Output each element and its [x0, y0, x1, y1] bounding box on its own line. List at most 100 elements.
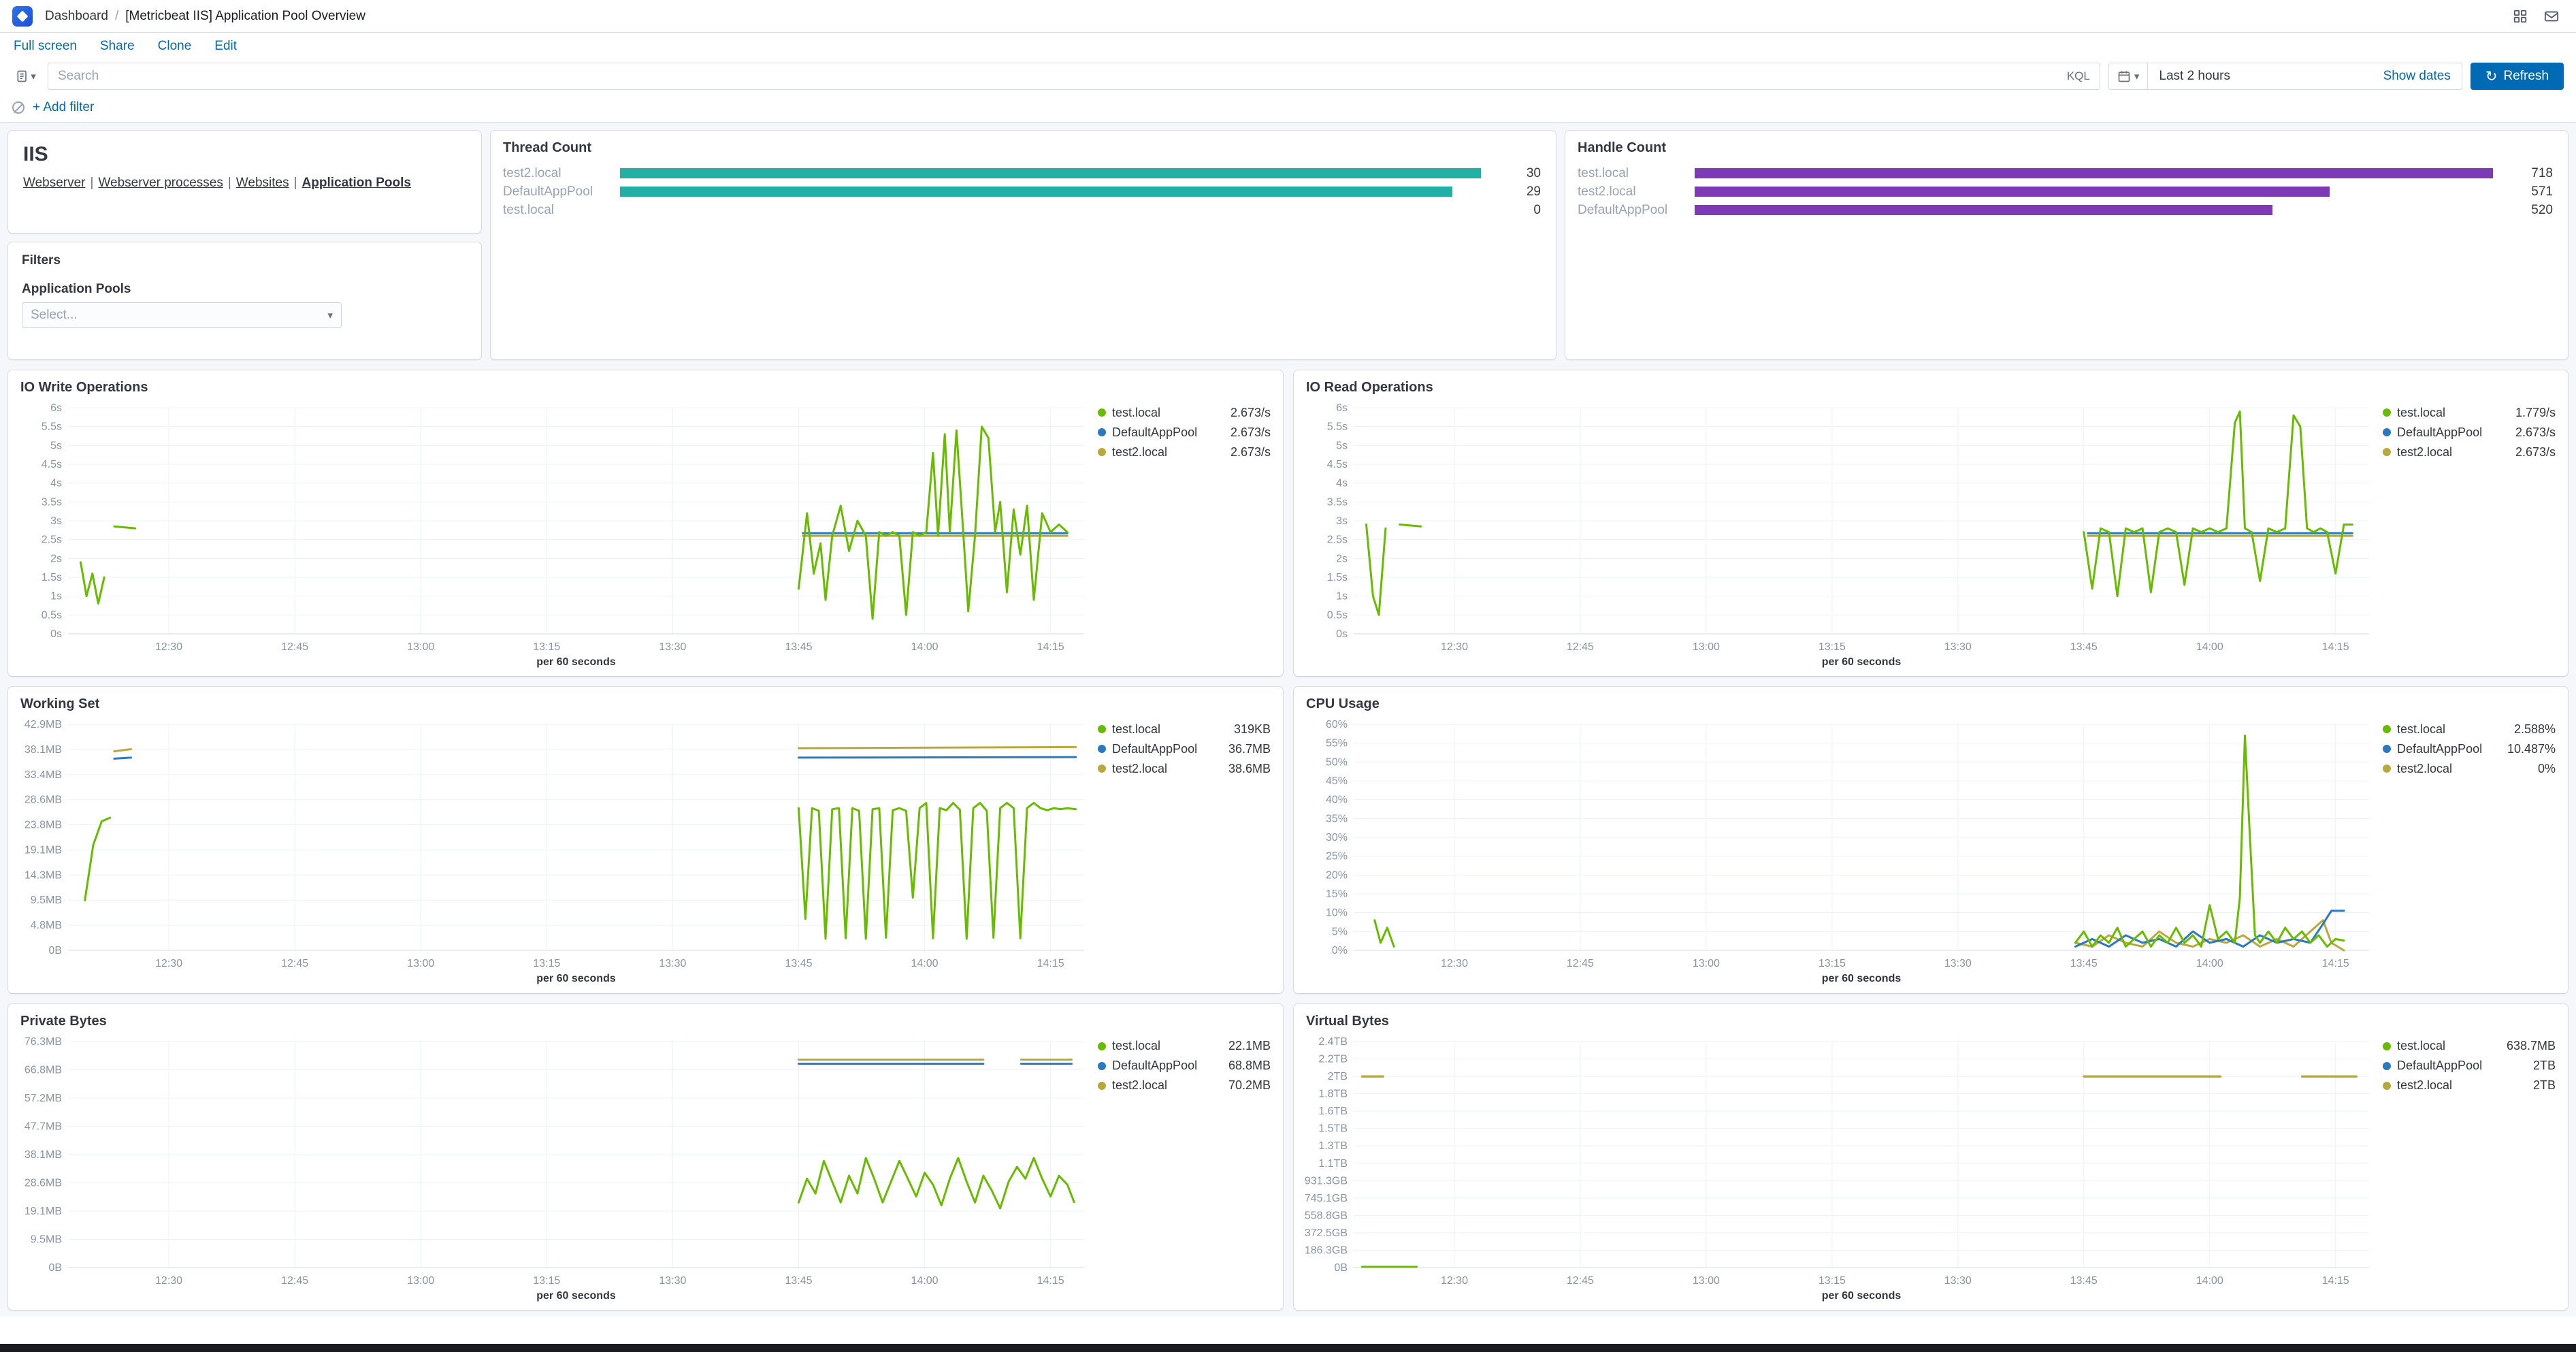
- legend-series-value: 10.487%: [2507, 741, 2556, 756]
- svg-text:1.3TB: 1.3TB: [1318, 1140, 1348, 1152]
- legend-item[interactable]: test2.local 2.673/s: [2383, 443, 2556, 461]
- svg-text:50%: 50%: [1326, 757, 1348, 769]
- bottom-strip: [0, 1344, 2576, 1352]
- legend-item[interactable]: test.local 22.1MB: [1098, 1037, 1271, 1055]
- chart-legend: test.local 638.7MB DefaultAppPool 2TB test2.…: [2376, 1033, 2561, 1304]
- mail-icon[interactable]: [2539, 4, 2564, 29]
- elastic-logo[interactable]: [12, 5, 33, 27]
- bar-row[interactable]: test.local 718: [1578, 164, 2553, 182]
- legend-item[interactable]: test.local 319KB: [1098, 720, 1271, 738]
- link-websites[interactable]: Websites: [235, 176, 289, 190]
- legend-item[interactable]: test.local 2.588%: [2383, 720, 2556, 738]
- legend-item[interactable]: test2.local 2TB: [2383, 1077, 2556, 1095]
- svg-text:4.5s: 4.5s: [1327, 459, 1348, 470]
- legend-series-name: DefaultAppPool: [1112, 1059, 1198, 1073]
- legend-item[interactable]: DefaultAppPool 2.673/s: [1098, 423, 1271, 441]
- series-line-test.local: [1399, 524, 1422, 528]
- bar-category-label: DefaultAppPool: [1578, 202, 1668, 217]
- svg-text:6s: 6s: [1336, 402, 1348, 414]
- bar-row[interactable]: test2.local 571: [1578, 182, 2553, 201]
- kql-button[interactable]: KQL: [2066, 69, 2090, 82]
- share-button[interactable]: Share: [99, 39, 135, 53]
- link-webserver-processes[interactable]: Webserver processes: [98, 176, 223, 190]
- add-filter-button[interactable]: + Add filter: [33, 99, 95, 114]
- line-chart-svg: 6s 5.5s 5s 4.5s 4s 3.5s 3s 2.5s 2s 1.5s 1s 0.5s 0s 12…: [1327, 402, 2369, 668]
- svg-text:5.5s: 5.5s: [1327, 421, 1348, 433]
- legend-item[interactable]: test.local 2.673/s: [1098, 404, 1271, 421]
- dashboard-row-3: Working Set 42.9MB 38.1MB 33.4MB 28.6MB 23.8…: [8, 687, 2568, 993]
- legend-series-name: DefaultAppPool: [2397, 741, 2483, 756]
- bar-row[interactable]: test.local 0: [503, 201, 1541, 219]
- svg-text:558.8GB: 558.8GB: [1305, 1210, 1348, 1221]
- legend-item[interactable]: test.local 1.779/s: [2383, 404, 2556, 421]
- legend-dot-icon: [2383, 1081, 2391, 1090]
- series-line-test.local: [80, 561, 105, 605]
- bar-fill: [620, 168, 1481, 178]
- bar-category-label: test.local: [503, 202, 554, 217]
- legend-dot-icon: [2383, 428, 2391, 436]
- svg-text:12:45: 12:45: [281, 641, 308, 653]
- legend-item[interactable]: DefaultAppPool 2.673/s: [2383, 423, 2556, 441]
- application-pools-select[interactable]: Select... ▾: [22, 302, 342, 328]
- legend-item[interactable]: test.local 638.7MB: [2383, 1037, 2556, 1055]
- panel-title: IO Write Operations: [20, 380, 148, 395]
- svg-text:60%: 60%: [1326, 719, 1348, 730]
- svg-text:42.9MB: 42.9MB: [25, 719, 62, 730]
- full-screen-button[interactable]: Full screen: [14, 39, 77, 53]
- legend-dot-icon: [1098, 745, 1106, 754]
- legend-series-name: DefaultAppPool: [1112, 425, 1198, 439]
- bar-track: [620, 187, 1481, 197]
- filter-options-icon[interactable]: [12, 101, 25, 114]
- time-range-label[interactable]: Last 2 hours: [2159, 69, 2230, 83]
- chart-legend: test.local 2.673/s DefaultAppPool 2.673/s te…: [1091, 400, 1276, 671]
- legend-item[interactable]: DefaultAppPool 36.7MB: [1098, 740, 1271, 758]
- panel-title: Thread Count: [503, 140, 591, 155]
- svg-text:1.5s: 1.5s: [42, 572, 62, 583]
- chart-legend: test.local 2.588% DefaultAppPool 10.487% tes…: [2376, 716, 2561, 987]
- svg-text:0.5s: 0.5s: [1327, 609, 1348, 621]
- svg-text:13:00: 13:00: [407, 958, 434, 969]
- legend-item[interactable]: test2.local 70.2MB: [1098, 1077, 1271, 1095]
- calendar-icon: [2118, 71, 2130, 82]
- legend-series-name: test.local: [1112, 405, 1161, 419]
- svg-text:per 60 seconds: per 60 seconds: [536, 1290, 616, 1302]
- legend-item[interactable]: DefaultAppPool 68.8MB: [1098, 1057, 1271, 1075]
- svg-text:2TB: 2TB: [1328, 1071, 1348, 1082]
- link-webserver[interactable]: Webserver: [23, 176, 86, 190]
- legend-series-name: DefaultAppPool: [2397, 1059, 2483, 1073]
- svg-text:0B: 0B: [48, 1262, 62, 1274]
- svg-text:19.1MB: 19.1MB: [25, 845, 62, 856]
- legend-dot-icon: [2383, 764, 2391, 773]
- clone-button[interactable]: Clone: [157, 39, 192, 53]
- breadcrumb[interactable]: Dashboard: [45, 8, 108, 23]
- bar-row[interactable]: test2.local 30: [503, 164, 1541, 182]
- legend-item[interactable]: DefaultAppPool 10.487%: [2383, 740, 2556, 758]
- edit-button[interactable]: Edit: [214, 39, 238, 53]
- legend-item[interactable]: DefaultAppPool 2TB: [2383, 1057, 2556, 1075]
- series-line-test.local: [113, 525, 137, 530]
- legend-item[interactable]: test2.local 0%: [2383, 760, 2556, 777]
- chart-legend: test.local 1.779/s DefaultAppPool 2.673/s te…: [2376, 400, 2561, 671]
- series-line-DefaultAppPool: [798, 756, 1077, 759]
- search-input[interactable]: [58, 69, 2060, 84]
- legend-item[interactable]: test2.local 38.6MB: [1098, 760, 1271, 777]
- apps-icon[interactable]: [2508, 4, 2532, 29]
- refresh-button[interactable]: ↻ Refresh: [2470, 63, 2564, 90]
- legend-item[interactable]: test2.local 2.673/s: [1098, 443, 1271, 461]
- svg-text:14:15: 14:15: [1037, 1275, 1064, 1287]
- svg-text:186.3GB: 186.3GB: [1305, 1244, 1348, 1256]
- series-line-test.local: [1373, 919, 1395, 948]
- svg-text:14:15: 14:15: [1037, 958, 1064, 969]
- svg-text:9.5MB: 9.5MB: [31, 1234, 62, 1245]
- saved-query-menu-button[interactable]: ▾: [12, 63, 39, 90]
- link-application-pools[interactable]: Application Pools: [301, 176, 411, 190]
- page-title: [Metricbeat IIS] Application Pool Overvi…: [125, 8, 365, 23]
- legend-series-name: test2.local: [1112, 445, 1168, 459]
- show-dates-button[interactable]: Show dates: [2373, 69, 2462, 84]
- bar-row[interactable]: DefaultAppPool 29: [503, 182, 1541, 201]
- calendar-button[interactable]: ▾: [2109, 63, 2149, 89]
- bar-row[interactable]: DefaultAppPool 520: [1578, 201, 2553, 219]
- legend-series-name: test2.local: [2397, 1078, 2453, 1093]
- panel-title: Virtual Bytes: [1306, 1013, 1389, 1029]
- svg-text:14.3MB: 14.3MB: [25, 870, 62, 882]
